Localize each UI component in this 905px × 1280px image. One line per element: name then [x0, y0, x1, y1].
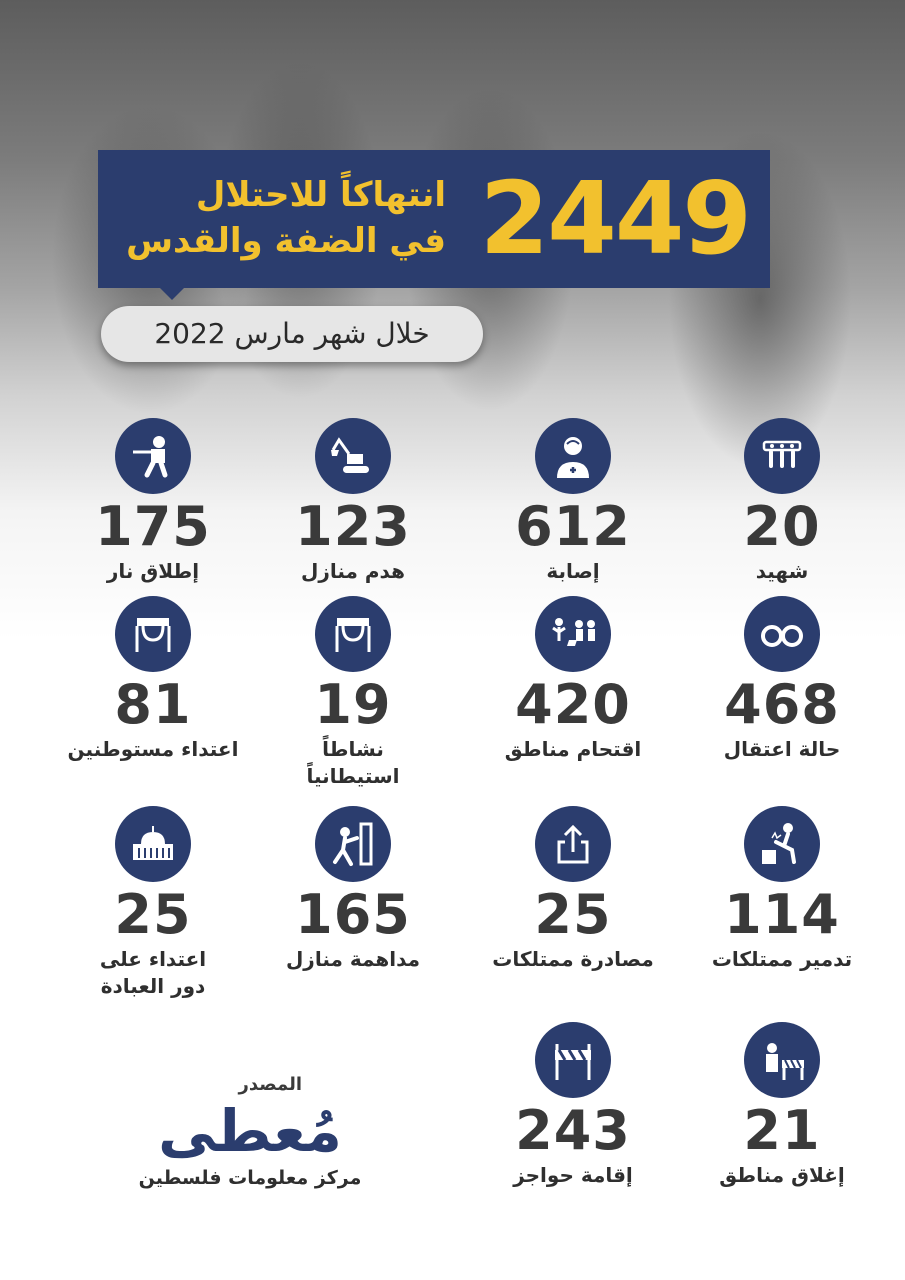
header-title-line1: انتهاكاً للاحتلال — [195, 175, 446, 215]
stat-house-raids: 165 مداهمة منازل — [243, 806, 463, 973]
header-title: انتهاكاً للاحتلال في الضفة والقدس — [116, 172, 446, 264]
header-pointer — [160, 288, 184, 300]
stat-demolitions: 123 هدم منازل — [243, 418, 463, 585]
settler-attack-icon — [115, 596, 191, 672]
brand-logo: مُعطى — [158, 1097, 342, 1165]
source-org: مركز معلومات فلسطين — [138, 1167, 362, 1189]
confiscation-icon — [535, 806, 611, 882]
stat-injured: 612 إصابة — [463, 418, 683, 585]
martyrs-icon — [744, 418, 820, 494]
period-pill: خلال شهر مارس 2022 — [101, 306, 483, 362]
source-caption: المصدر — [238, 1074, 303, 1095]
stat-property-confiscation: 25 مصادرة ممتلكات — [463, 806, 683, 973]
stat-checkpoints: 243 إقامة حواجز — [463, 1022, 683, 1189]
stat-arrests: 468 حالة اعتقال — [672, 596, 892, 763]
stat-raids: 420 اقتحام مناطق — [463, 596, 683, 763]
settler-icon — [315, 596, 391, 672]
stat-settler-attacks: 81 اعتداء مستوطنين — [43, 596, 263, 763]
stat-settlement-activity: 19 نشاطاً استيطانياً — [243, 596, 463, 790]
destruction-icon — [744, 806, 820, 882]
mosque-icon — [115, 806, 191, 882]
violations-count: 2449 — [479, 160, 752, 277]
house-raid-icon — [315, 806, 391, 882]
stat-shooting: 175 إطلاق نار — [43, 418, 263, 585]
handcuffs-icon — [744, 596, 820, 672]
header-title-line2: في الضفة والقدس — [126, 221, 446, 261]
stat-martyrs: 20 شهيد — [672, 418, 892, 585]
source-block: المصدر مُعطى مركز معلومات فلسطين — [110, 1072, 390, 1192]
stat-property-destruction: 114 تدمير ممتلكات — [672, 806, 892, 973]
closure-icon — [744, 1022, 820, 1098]
injured-icon — [535, 418, 611, 494]
header-banner: 2449 انتهاكاً للاحتلال في الضفة والقدس — [98, 150, 770, 288]
bulldozer-icon — [315, 418, 391, 494]
checkpoint-icon — [535, 1022, 611, 1098]
raid-icon — [535, 596, 611, 672]
stat-worship-attacks: 25 اعتداء على دور العبادة — [43, 806, 263, 1000]
stat-area-closures: 21 إغلاق مناطق — [672, 1022, 892, 1189]
shooting-soldier-icon — [115, 418, 191, 494]
